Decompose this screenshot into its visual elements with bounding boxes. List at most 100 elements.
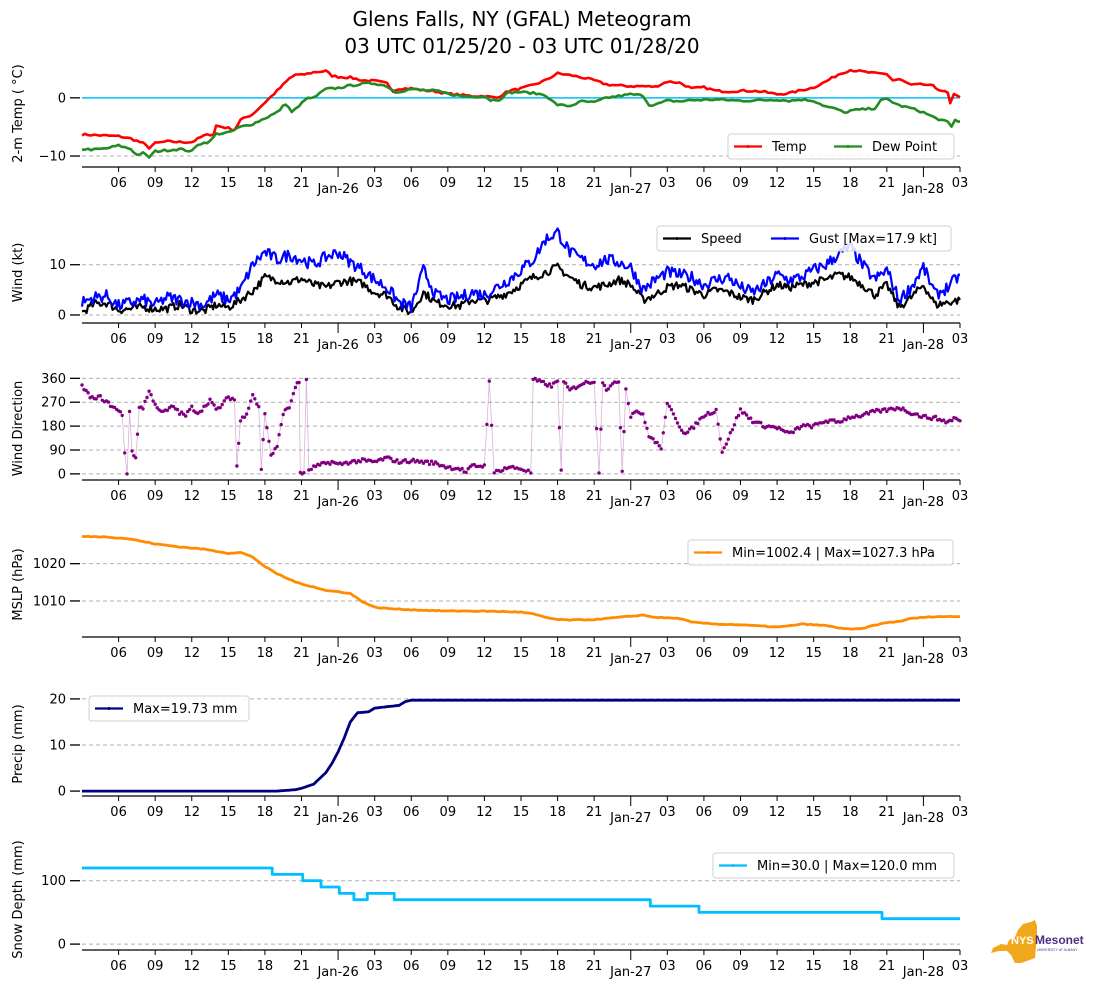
x-tick-label: 21: [586, 176, 603, 191]
data-point: [541, 379, 546, 384]
data-point: [677, 425, 682, 429]
series-temp-line: [81, 68, 961, 150]
x-tick-label: 18: [549, 332, 566, 347]
data-point: [592, 380, 596, 384]
data-point: [171, 404, 176, 409]
data-point: [130, 449, 134, 453]
series-max-19-73-mm-line: [82, 698, 960, 793]
data-point: [328, 462, 332, 466]
data-point: [641, 412, 645, 416]
x-tick-label: 06: [110, 805, 127, 820]
x-tick-label: Jan-27: [609, 652, 651, 667]
data-point: [232, 398, 237, 402]
legend-box: [656, 225, 952, 252]
y-tick-label: 20: [49, 692, 66, 707]
data-point: [277, 433, 281, 437]
data-point: [281, 412, 285, 417]
x-tick-label: 15: [220, 489, 237, 504]
data-point: [720, 450, 724, 454]
series-dew-point-line: [81, 81, 961, 159]
x-tick-label: 06: [110, 646, 127, 661]
data-point: [667, 404, 672, 408]
data-point: [718, 437, 722, 441]
data-point: [722, 446, 726, 450]
legend-marker: [746, 145, 750, 148]
x-tick-label: 21: [293, 805, 310, 820]
y-tick-label: 0: [58, 308, 66, 323]
data-point: [403, 458, 407, 462]
x-tick-label: 18: [549, 959, 566, 974]
x-tick-label: 15: [805, 332, 822, 347]
data-point: [190, 404, 194, 408]
x-tick-label: 21: [879, 332, 896, 347]
data-point: [237, 441, 241, 445]
x-tick-label: 06: [403, 489, 420, 504]
data-point: [840, 420, 844, 424]
data-point: [797, 427, 802, 431]
x-tick-label: 03: [659, 176, 676, 191]
data-point: [883, 407, 887, 411]
x-tick-label: 12: [183, 489, 200, 504]
data-point: [629, 415, 633, 419]
x-tick-label: 15: [513, 489, 530, 504]
x-tick-label: 12: [183, 332, 200, 347]
data-point: [893, 408, 897, 412]
legend-label: Dew Point: [872, 140, 937, 155]
data-point: [242, 415, 247, 419]
panel-wdir: 06 09 12 15 18 21 Jan-26 03 06 09 12 15 18 21 Jan-27 03…: [11, 372, 968, 510]
x-tick-label: 09: [732, 332, 749, 347]
data-point: [249, 399, 253, 403]
data-point: [175, 407, 180, 412]
data-point: [267, 439, 271, 443]
data-point: [253, 397, 257, 401]
x-tick-label: 12: [769, 959, 786, 974]
data-point: [485, 422, 489, 427]
data-point: [395, 458, 399, 462]
x-tick-label: 06: [110, 959, 127, 974]
y-tick-label: 0: [58, 91, 66, 106]
legend-mslp: Min=1002.4 | Max=1027.3 hPa: [687, 539, 954, 566]
data-point: [226, 395, 230, 399]
x-tick-label: 03: [659, 489, 676, 504]
x-tick-label: 18: [842, 176, 859, 191]
data-point: [597, 471, 601, 475]
data-point: [901, 406, 905, 410]
x-tick-label: 15: [805, 176, 822, 191]
x-tick-label: 21: [293, 489, 310, 504]
x-tick-label: Jan-28: [902, 965, 944, 980]
x-tick-label: 03: [366, 805, 383, 820]
y-axis-label: 2-m Temp ( °C): [11, 64, 26, 162]
x-tick-label: 09: [147, 332, 164, 347]
data-point: [749, 416, 753, 420]
data-point: [151, 399, 155, 403]
data-point: [218, 406, 222, 410]
data-point: [549, 385, 554, 389]
x-tick-label: 06: [403, 805, 420, 820]
data-point: [885, 409, 889, 414]
x-tick-label: 03: [659, 959, 676, 974]
data-point: [620, 469, 624, 473]
data-point: [844, 418, 848, 422]
data-point: [358, 460, 363, 464]
x-tick-label: 21: [586, 805, 603, 820]
data-point: [257, 404, 261, 409]
x-tick-label: Jan-26: [316, 965, 358, 980]
x-tick-label: Jan-28: [902, 652, 944, 667]
x-tick-label: 15: [513, 176, 530, 191]
legend-marker: [783, 237, 787, 240]
x-tick-label: 09: [147, 646, 164, 661]
data-point: [318, 463, 322, 467]
x-tick-label: 03: [952, 959, 969, 974]
x-tick-label: 15: [805, 805, 822, 820]
x-tick-label: 15: [513, 959, 530, 974]
data-point: [915, 412, 919, 416]
data-point: [188, 407, 192, 412]
x-tick-label: 15: [220, 176, 237, 191]
data-point: [153, 402, 157, 406]
x-tick-label: 06: [403, 176, 420, 191]
data-point: [127, 409, 132, 414]
data-point: [297, 380, 301, 385]
data-point: [608, 384, 613, 388]
legend-temp: Temp Dew Point: [727, 133, 955, 160]
